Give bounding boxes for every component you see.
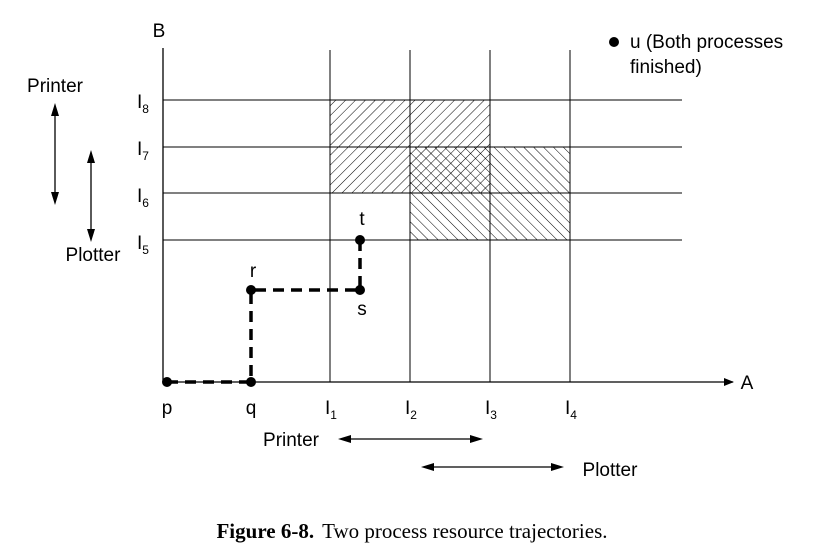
x-axis-label: A bbox=[741, 373, 754, 394]
bottom-printer-label: Printer bbox=[263, 430, 320, 451]
u-label-line2: finished) bbox=[630, 57, 702, 78]
point-p bbox=[162, 377, 172, 387]
x-tick-i4: I4 bbox=[565, 398, 577, 422]
point-r bbox=[246, 285, 256, 295]
figure-caption: Figure 6-8. Two process resource trajecto… bbox=[216, 519, 607, 543]
y-tick-i7: I7 bbox=[137, 139, 149, 163]
left-printer-double-arrow bbox=[51, 103, 59, 205]
bottom-printer-double-arrow bbox=[338, 435, 483, 443]
caption-label: Figure 6-8. bbox=[216, 519, 314, 543]
y-tick-i5: I5 bbox=[137, 233, 149, 257]
y-tick-i6: I6 bbox=[137, 186, 149, 210]
x-tick-i2: I2 bbox=[405, 398, 417, 422]
point-q bbox=[246, 377, 256, 387]
point-s bbox=[355, 285, 365, 295]
point-u bbox=[609, 37, 619, 47]
bottom-plotter-double-arrow bbox=[421, 463, 564, 471]
trajectory-path bbox=[167, 240, 362, 384]
u-label-line1: u (Both processes bbox=[630, 32, 783, 53]
x-tick-i1: I1 bbox=[325, 398, 337, 422]
x-tick-i3: I3 bbox=[485, 398, 497, 422]
caption-text: Two process resource trajectories. bbox=[322, 519, 607, 543]
x-tick-q: q bbox=[246, 398, 257, 419]
left-plotter-double-arrow bbox=[87, 150, 95, 242]
y-tick-i8: I8 bbox=[137, 92, 149, 116]
point-t bbox=[355, 235, 365, 245]
plotter-forbidden-region bbox=[409, 146, 571, 241]
y-axis-label: B bbox=[153, 21, 166, 42]
left-plotter-label: Plotter bbox=[66, 245, 122, 266]
left-printer-label: Printer bbox=[27, 76, 84, 97]
point-s-label: s bbox=[357, 299, 367, 320]
point-t-label: t bbox=[359, 209, 365, 230]
point-r-label: r bbox=[250, 261, 257, 282]
bottom-plotter-label: Plotter bbox=[583, 460, 639, 481]
x-tick-p: p bbox=[162, 398, 173, 419]
